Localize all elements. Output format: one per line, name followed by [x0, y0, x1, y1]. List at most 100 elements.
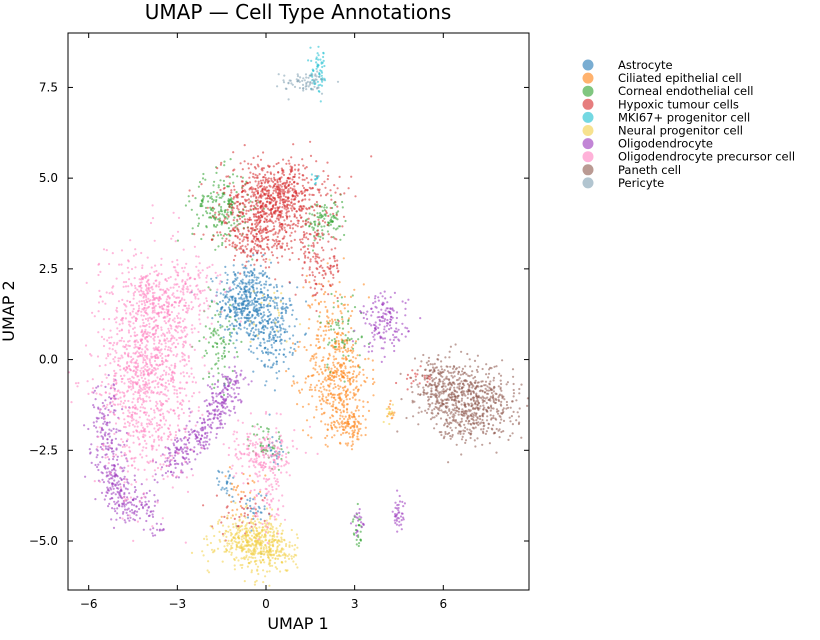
- data-point: [419, 365, 422, 368]
- data-point: [316, 80, 319, 83]
- data-point: [227, 342, 230, 345]
- data-point: [279, 210, 282, 213]
- data-point: [267, 220, 270, 223]
- data-point: [226, 325, 229, 328]
- data-point: [330, 194, 333, 197]
- data-point: [314, 386, 317, 389]
- data-point: [264, 236, 268, 239]
- data-point: [154, 500, 157, 503]
- data-point: [106, 421, 109, 424]
- data-point: [290, 231, 293, 234]
- data-point: [265, 351, 268, 354]
- data-point: [306, 188, 309, 192]
- data-point: [339, 310, 342, 313]
- data-point: [210, 548, 214, 551]
- data-point: [276, 540, 279, 544]
- data-point: [172, 471, 175, 474]
- data-point: [333, 260, 337, 263]
- data-point: [244, 285, 247, 288]
- data-point: [303, 333, 307, 336]
- data-point: [309, 140, 312, 143]
- data-point: [356, 432, 359, 435]
- data-point: [371, 382, 375, 386]
- data-point: [336, 429, 339, 432]
- data-point: [109, 497, 112, 501]
- data-point: [254, 549, 257, 553]
- data-point: [173, 337, 176, 340]
- data-point: [359, 539, 362, 542]
- data-point: [185, 363, 188, 366]
- data-point: [304, 254, 307, 257]
- data-point: [145, 519, 148, 523]
- data-point: [322, 170, 325, 173]
- data-point: [130, 483, 133, 486]
- data-point: [304, 281, 307, 284]
- data-point: [284, 560, 287, 563]
- data-point: [167, 379, 170, 382]
- data-point: [315, 267, 318, 270]
- data-point: [282, 450, 285, 453]
- data-point: [111, 438, 114, 441]
- data-point: [208, 443, 211, 446]
- data-point: [221, 221, 224, 224]
- data-point: [347, 320, 350, 323]
- data-point: [230, 487, 233, 491]
- data-point: [416, 373, 419, 376]
- data-point: [280, 185, 283, 188]
- data-point: [187, 430, 190, 433]
- data-point: [216, 309, 219, 312]
- data-point: [394, 513, 397, 516]
- data-point: [238, 211, 242, 214]
- data-point: [314, 257, 317, 260]
- data-point: [238, 232, 242, 236]
- data-point: [305, 274, 308, 277]
- data-point: [352, 420, 355, 423]
- data-point: [106, 414, 110, 417]
- data-point: [265, 280, 268, 283]
- data-point: [225, 547, 228, 551]
- data-point: [261, 194, 264, 197]
- data-point: [258, 526, 261, 529]
- data-point: [298, 389, 301, 392]
- data-point: [253, 481, 256, 484]
- data-point: [305, 232, 308, 235]
- data-point: [201, 429, 204, 432]
- data-point: [338, 392, 341, 395]
- data-point: [358, 366, 361, 369]
- data-point: [382, 331, 385, 334]
- data-point: [236, 508, 239, 511]
- data-point: [388, 407, 392, 410]
- data-point: [248, 291, 251, 294]
- data-point: [280, 195, 283, 198]
- data-point: [272, 221, 275, 225]
- data-point: [220, 161, 223, 164]
- data-point: [110, 464, 114, 467]
- data-point: [241, 190, 244, 193]
- data-point: [240, 557, 243, 560]
- data-point: [217, 218, 220, 221]
- data-point: [163, 454, 166, 457]
- data-point: [354, 387, 357, 390]
- data-point: [259, 552, 262, 555]
- data-point: [231, 209, 234, 212]
- data-point: [254, 328, 257, 331]
- data-point: [288, 351, 291, 354]
- data-point: [382, 312, 385, 315]
- data-point: [354, 393, 357, 396]
- data-point: [146, 365, 149, 368]
- data-point: [113, 500, 116, 503]
- data-point: [320, 214, 323, 217]
- data-point: [230, 229, 233, 232]
- data-point: [304, 189, 307, 192]
- data-point: [293, 185, 296, 188]
- data-point: [224, 232, 227, 236]
- data-point: [317, 216, 321, 219]
- data-point: [281, 532, 284, 535]
- data-point: [277, 309, 280, 312]
- data-point: [285, 231, 288, 234]
- data-point: [230, 331, 233, 334]
- data-point: [283, 330, 286, 334]
- data-point: [278, 202, 282, 205]
- data-point: [140, 483, 143, 486]
- data-point: [277, 192, 280, 195]
